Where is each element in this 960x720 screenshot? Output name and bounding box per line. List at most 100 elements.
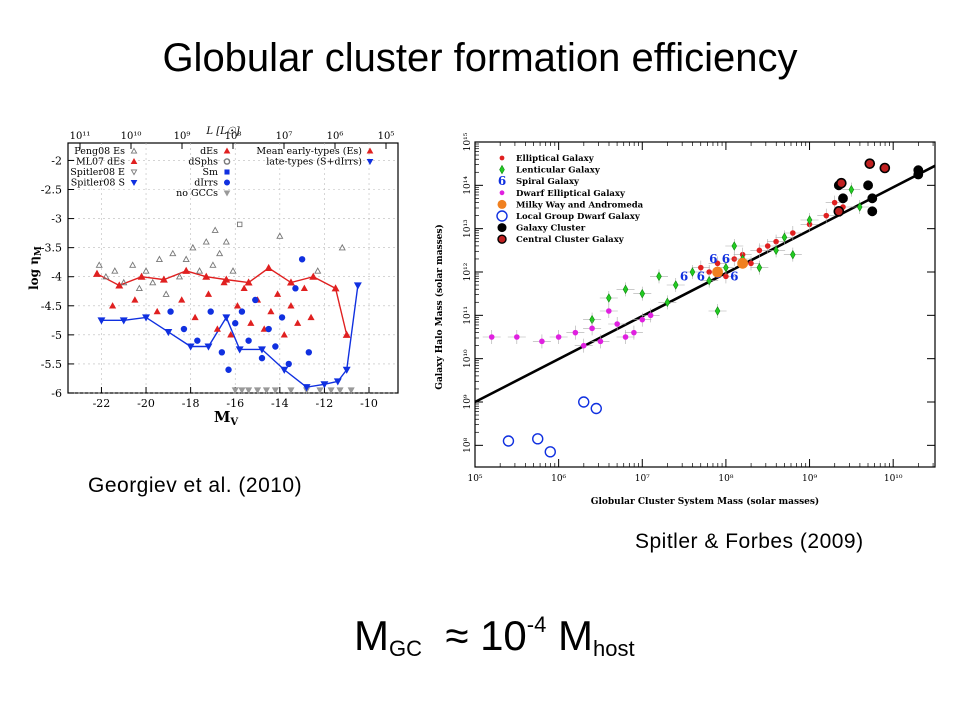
formula-approx: ≈: [445, 612, 469, 659]
data-point: [838, 193, 848, 204]
legend-label: dSphs: [188, 157, 218, 168]
chart-georgiev: -22 -20 -18 -16 -14 -12 -10 -2 -2.5 -3 -3.5 -4 -4.5…: [28, 126, 399, 428]
mean-point: [164, 328, 173, 337]
data-point: [222, 238, 230, 245]
x-tick-label: -18: [182, 397, 200, 410]
mean-point: [142, 314, 151, 322]
mean-point: [309, 272, 318, 280]
data-point: [790, 230, 796, 236]
data-point: [175, 272, 184, 280]
data-point: [773, 245, 779, 256]
x-tick-label: 10⁸: [718, 474, 733, 484]
data-point: [231, 387, 239, 394]
formula-lhs: M: [354, 612, 389, 659]
top-tick-label: 10¹¹: [70, 131, 91, 142]
data-point: [639, 288, 646, 299]
data-point: [823, 212, 830, 219]
x-tick-label: 10⁹: [802, 474, 817, 484]
data-point: [781, 232, 788, 243]
data-point: [209, 261, 217, 268]
data-point: [879, 162, 891, 174]
legend-marker: [223, 190, 231, 197]
data-point: [314, 267, 322, 274]
data-point: [848, 184, 855, 195]
mean-point: [159, 275, 168, 283]
legend-marker: [497, 223, 507, 233]
mean-point: [258, 346, 266, 354]
data-point: [307, 313, 315, 321]
legend-label: dEs: [200, 146, 218, 157]
data-point: [856, 202, 863, 212]
y-tick-label: 10¹²: [463, 262, 473, 281]
data-point: [698, 264, 704, 271]
plot-frame-right: [474, 141, 936, 468]
mean-point: [302, 384, 311, 392]
top-tick-label: 10¹⁰: [121, 131, 142, 142]
legend-label: ML07 dEs: [76, 157, 125, 168]
legend-marker: [130, 147, 138, 154]
y-tick-label: 10¹⁵: [463, 132, 473, 151]
data-point: [149, 278, 157, 286]
data-point: [532, 433, 544, 445]
y-tick-label: 10⁸: [463, 437, 473, 452]
data-point: [514, 334, 520, 340]
top-tick-label: 10⁵: [378, 131, 395, 142]
data-point: [539, 338, 545, 345]
x-tick-label: 10⁶: [551, 474, 566, 484]
mean-point: [137, 272, 146, 280]
data-point: [731, 241, 738, 251]
data-point: [647, 312, 654, 319]
x-axis-label-left: MV: [214, 408, 239, 428]
data-point: [274, 290, 282, 297]
data-point: [135, 284, 143, 292]
top-tick-label: 10⁷: [276, 131, 293, 142]
data-point: [267, 307, 275, 315]
data-point: 6: [680, 269, 688, 283]
x-tick-label: -20: [137, 397, 155, 410]
data-point: [836, 177, 847, 189]
legend-label: Milky Way and Andromeda: [516, 200, 644, 210]
data-point: 6: [730, 269, 738, 283]
data-point: [580, 342, 587, 349]
caption-georgiev: Georgiev et al. (2010): [88, 474, 303, 497]
data-point: [806, 215, 813, 225]
y-tick-label: -5.5: [41, 358, 62, 371]
data-point: [737, 257, 749, 269]
data-point: [631, 329, 637, 336]
mean-point: [222, 275, 231, 283]
y-tick-label: 10¹¹: [463, 306, 473, 325]
data-point: [252, 296, 259, 304]
data-point: [180, 325, 188, 333]
data-point: [247, 319, 255, 326]
formula-lhs-sub: GC: [389, 636, 422, 661]
legend-marker: [497, 234, 507, 244]
data-point: [258, 354, 266, 362]
legend-label: Peng08 Es: [74, 146, 125, 157]
data-point: [664, 297, 671, 308]
data-point: [278, 314, 286, 321]
data-point: 6: [722, 252, 730, 266]
data-point: [748, 260, 754, 267]
data-point: [287, 302, 295, 309]
data-point: [194, 337, 201, 344]
mean-point: [182, 266, 191, 274]
data-point: [656, 271, 662, 282]
x-tick-label: -14: [271, 397, 289, 410]
mean-point: [115, 281, 124, 289]
data-point: [606, 308, 612, 314]
data-point: [300, 284, 308, 292]
data-point: [292, 285, 299, 292]
data-point: [589, 325, 595, 332]
data-point: [245, 337, 252, 344]
formula-base: 10: [480, 612, 527, 659]
legend-marker: [130, 157, 138, 165]
mean-point: [119, 317, 128, 325]
y-tick-label: -5: [51, 329, 62, 342]
data-point: [287, 387, 295, 394]
legend-label: Local Group Dwarf Galaxy: [516, 212, 641, 222]
legend-label: Elliptical Galaxy: [516, 154, 595, 164]
data-point: [639, 316, 646, 323]
data-point: [714, 260, 721, 267]
data-point: [240, 284, 248, 292]
legend-label: Lenticular Galaxy: [516, 166, 601, 176]
